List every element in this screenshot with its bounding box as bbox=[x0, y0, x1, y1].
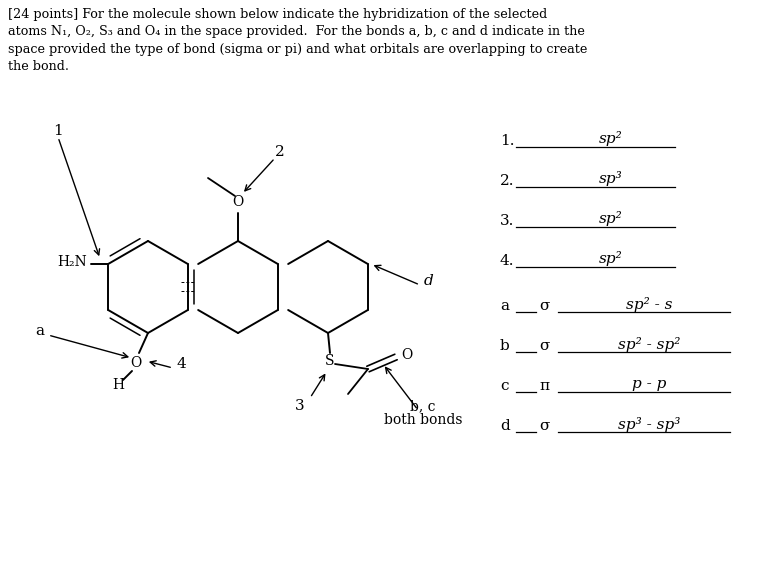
Text: 1: 1 bbox=[53, 124, 63, 138]
Text: d: d bbox=[500, 419, 510, 433]
Text: sp²: sp² bbox=[598, 132, 622, 147]
Text: 3: 3 bbox=[295, 399, 305, 413]
Text: σ: σ bbox=[539, 339, 550, 353]
Text: σ: σ bbox=[539, 419, 550, 433]
Text: sp²: sp² bbox=[598, 251, 622, 266]
Text: H: H bbox=[112, 378, 124, 392]
Text: p - p: p - p bbox=[631, 377, 666, 391]
Text: 4: 4 bbox=[176, 357, 186, 371]
Text: 1.: 1. bbox=[500, 134, 514, 148]
Text: sp² - s: sp² - s bbox=[626, 297, 672, 312]
Text: b: b bbox=[500, 339, 510, 353]
Text: sp²: sp² bbox=[598, 212, 622, 227]
Text: both bonds: both bonds bbox=[384, 413, 462, 427]
Text: sp² - sp²: sp² - sp² bbox=[618, 336, 680, 351]
Text: H₂N: H₂N bbox=[57, 255, 87, 269]
Text: O: O bbox=[232, 195, 244, 209]
Text: sp³: sp³ bbox=[598, 171, 622, 186]
Text: S: S bbox=[325, 354, 335, 368]
Text: 4.: 4. bbox=[500, 254, 514, 268]
Text: c: c bbox=[500, 379, 509, 393]
Text: [24 points] For the molecule shown below indicate the hybridization of the selec: [24 points] For the molecule shown below… bbox=[8, 8, 587, 74]
Text: 2: 2 bbox=[275, 145, 285, 159]
Text: sp³ - sp³: sp³ - sp³ bbox=[618, 416, 680, 431]
Text: a: a bbox=[500, 299, 509, 313]
Text: a: a bbox=[36, 324, 45, 338]
Text: b, c: b, c bbox=[410, 399, 435, 413]
Text: 3.: 3. bbox=[500, 214, 514, 228]
Text: d: d bbox=[424, 274, 434, 288]
Text: O: O bbox=[401, 348, 412, 362]
Text: O: O bbox=[130, 356, 141, 370]
Text: σ: σ bbox=[539, 299, 550, 313]
Text: 2.: 2. bbox=[500, 174, 514, 188]
Text: π: π bbox=[539, 379, 549, 393]
